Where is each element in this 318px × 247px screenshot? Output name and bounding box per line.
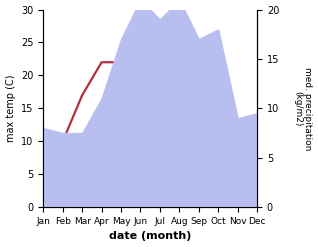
X-axis label: date (month): date (month) — [109, 231, 191, 242]
Y-axis label: med. precipitation
(kg/m2): med. precipitation (kg/m2) — [293, 67, 313, 150]
Y-axis label: max temp (C): max temp (C) — [5, 75, 16, 142]
